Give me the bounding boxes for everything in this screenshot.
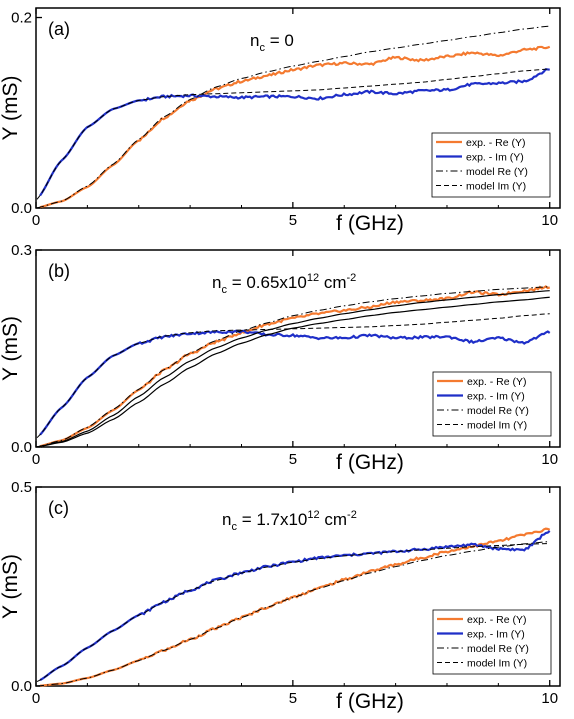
- panel-label: (b): [48, 261, 70, 281]
- legend-label: exp. - Re (Y): [466, 137, 526, 149]
- panel-a: 0 5 10 0.0 0.2 f (GHz) Y (mS) (a) nc = 0 exp. - R…: [0, 7, 561, 235]
- density-annotation: nc = 0: [250, 31, 294, 54]
- density-annotation: nc = 0.65x1012 cm-2: [212, 272, 356, 296]
- legend-label: model Re (Y): [466, 166, 528, 178]
- series-line-dashed: [36, 68, 550, 200]
- x-axis-label: f (GHz): [336, 212, 404, 235]
- y-axis-label: Y (mS): [0, 316, 22, 381]
- x-tick-label: 10: [541, 451, 558, 468]
- legend-label: exp. - Im (Y): [467, 391, 525, 403]
- legend-label: exp. - Re (Y): [467, 614, 527, 626]
- series-line-dashdot: [36, 541, 550, 687]
- series-line-solid-5: [36, 296, 550, 448]
- y-tick-label: 0.2: [11, 10, 32, 27]
- legend-label: model Re (Y): [467, 405, 529, 417]
- x-tick-label: 0: [32, 690, 40, 707]
- legend: exp. - Re (Y) exp. - Im (Y) model Re (Y) mo…: [432, 371, 552, 437]
- x-tick-label: 0: [32, 451, 40, 468]
- x-axis-label: f (GHz): [336, 451, 404, 474]
- series-line-exp_im: [39, 329, 551, 436]
- panel-c: 0 5 10 0.0 0.5 f (GHz) Y (mS) (c) nc = 1.7x1012 …: [0, 479, 561, 713]
- x-tick-label: 5: [289, 212, 297, 229]
- legend-box: [431, 132, 551, 198]
- series-line-dashdot: [36, 25, 550, 209]
- series-line-dashed: [36, 313, 550, 439]
- legend-label: exp. - Im (Y): [466, 152, 524, 164]
- series-line-exp_re: [39, 45, 551, 209]
- y-axis-label: Y (mS): [0, 554, 22, 619]
- panel-b: 0 5 10 0.0 0.3 f (GHz) Y (mS) (b) nc = 0.65x1012…: [0, 242, 561, 474]
- legend-label: model Re (Y): [467, 643, 529, 655]
- x-tick-label: 5: [289, 690, 297, 707]
- y-tick-label: 0.0: [11, 200, 32, 217]
- plot-frame: [35, 249, 561, 448]
- x-tick-label: 10: [541, 212, 558, 229]
- x-tick-label: 10: [541, 690, 558, 707]
- plot-frame: [35, 7, 561, 209]
- plot-frame: [35, 486, 561, 687]
- y-tick-label: 0.0: [11, 678, 32, 695]
- series-line-dashed: [36, 543, 550, 683]
- x-tick-label: 5: [289, 451, 297, 468]
- density-annotation: nc = 1.7x1012 cm-2: [222, 509, 357, 533]
- y-axis-label: Y (mS): [0, 76, 22, 141]
- y-tick-label: 0.0: [11, 439, 32, 456]
- x-tick-label: 0: [32, 212, 40, 229]
- legend-label: model Im (Y): [467, 658, 527, 670]
- series-line-solid-4: [36, 290, 550, 448]
- series-line-exp_re: [39, 285, 551, 448]
- panel-label: (c): [48, 498, 69, 518]
- legend-label: model Im (Y): [467, 420, 527, 432]
- legend-label: model Im (Y): [466, 181, 526, 193]
- series-line-dashdot: [36, 286, 550, 448]
- legend: exp. - Re (Y) exp. - Im (Y) model Re (Y) mo…: [432, 609, 552, 675]
- legend-box: [432, 609, 552, 675]
- x-axis-label: f (GHz): [336, 690, 404, 713]
- panel-label: (a): [48, 19, 70, 39]
- legend-label: exp. - Im (Y): [467, 629, 525, 641]
- legend: exp. - Re (Y) exp. - Im (Y) model Re (Y) mo…: [431, 132, 551, 198]
- y-tick-label: 0.5: [11, 479, 32, 496]
- legend-label: exp. - Re (Y): [467, 376, 527, 388]
- legend-box: [432, 371, 552, 437]
- y-tick-label: 0.3: [11, 242, 32, 259]
